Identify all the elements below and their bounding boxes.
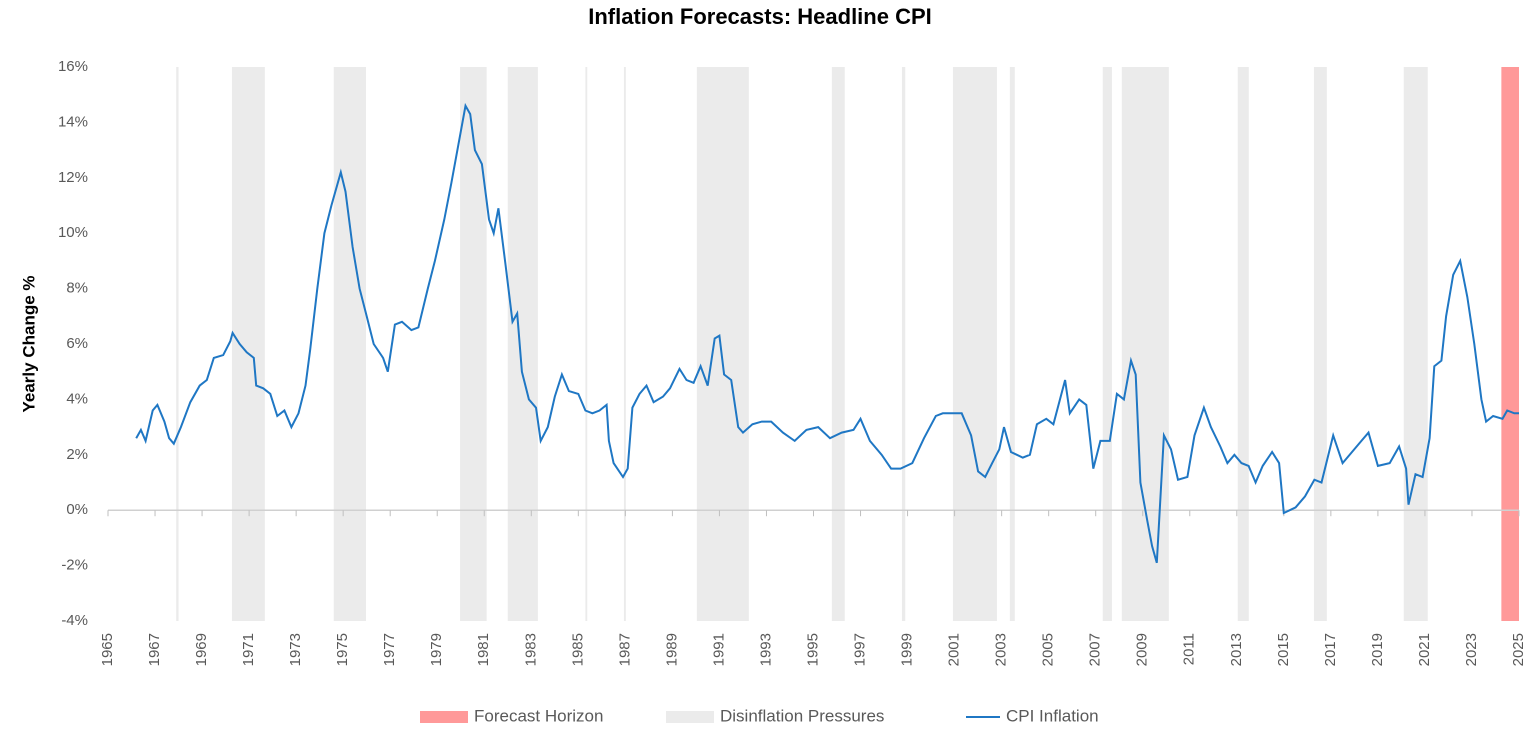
- x-tick-label: 1985: [569, 633, 586, 666]
- disinflation-band: [623, 67, 626, 621]
- x-tick-label: 1981: [475, 633, 492, 666]
- disinflation-band: [507, 67, 538, 621]
- y-tick-label: 16%: [58, 58, 88, 75]
- disinflation-band: [952, 67, 997, 621]
- legend-swatch: [666, 711, 714, 723]
- disinflation-band: [1313, 67, 1327, 621]
- x-tick-label: 1999: [899, 633, 916, 666]
- y-tick-label: 10%: [58, 224, 88, 241]
- x-tick-label: 1987: [616, 633, 633, 666]
- x-tick-label: 2011: [1181, 633, 1198, 665]
- x-tick-label: 2013: [1228, 633, 1245, 666]
- y-tick-label: 8%: [66, 280, 88, 297]
- disinflation-band: [1237, 67, 1249, 621]
- x-tick-label: 2007: [1087, 633, 1104, 666]
- x-tick-label: 1993: [757, 633, 774, 666]
- x-tick-label: 2019: [1369, 633, 1386, 666]
- x-tick-label: 1983: [522, 633, 539, 666]
- x-tick-label: 2023: [1463, 633, 1480, 666]
- y-tick-label: 6%: [66, 335, 88, 352]
- x-tick-label: 2001: [946, 633, 963, 666]
- disinflation-band: [1009, 67, 1015, 621]
- y-tick-label: 14%: [58, 113, 88, 130]
- disinflation-band: [831, 67, 845, 621]
- disinflation-band: [176, 67, 179, 621]
- legend-label: Forecast Horizon: [474, 706, 603, 725]
- x-tick-label: 1991: [710, 633, 727, 666]
- y-tick-label: 2%: [66, 446, 88, 463]
- y-tick-label: 0%: [66, 501, 88, 518]
- x-tick-label: 1971: [240, 633, 257, 666]
- x-tick-label: 1975: [334, 633, 351, 666]
- y-tick-label: 4%: [66, 390, 88, 407]
- y-tick-label: -2%: [61, 557, 88, 574]
- legend-label: Disinflation Pressures: [720, 706, 884, 725]
- chart-title: Inflation Forecasts: Headline CPI: [588, 4, 932, 29]
- cpi-line: [135, 102, 1519, 564]
- x-tick-label: 1995: [804, 633, 821, 666]
- x-tick-label: 2015: [1275, 633, 1292, 666]
- disinflation-band: [901, 67, 906, 621]
- disinflation-band: [231, 67, 265, 621]
- disinflation-band: [460, 67, 487, 621]
- x-tick-label: 2021: [1416, 633, 1433, 666]
- x-tick-label: 2009: [1134, 633, 1151, 666]
- legend-swatch: [420, 711, 468, 723]
- disinflation-band: [1121, 67, 1169, 621]
- x-tick-label: 2025: [1510, 633, 1527, 666]
- y-tick-label: 12%: [58, 169, 88, 186]
- x-tick-label: 1967: [146, 633, 163, 666]
- disinflation-band: [585, 67, 588, 621]
- y-tick-label: -4%: [61, 612, 88, 629]
- x-tick-label: 2017: [1322, 633, 1339, 666]
- legend-label: CPI Inflation: [1006, 706, 1099, 725]
- x-tick-label: 1973: [287, 633, 304, 666]
- disinflation-band: [1102, 67, 1112, 621]
- x-tick-label: 1977: [381, 633, 398, 666]
- forecast-band: [1501, 67, 1519, 621]
- disinflation-band: [1403, 67, 1428, 621]
- x-tick-label: 1979: [428, 633, 445, 666]
- y-axis-label: Yearly Change %: [19, 275, 38, 412]
- disinflation-band: [333, 67, 366, 621]
- x-tick-label: 1989: [663, 633, 680, 666]
- disinflation-band: [696, 67, 749, 621]
- x-tick-label: 2003: [993, 633, 1010, 666]
- x-tick-label: 1969: [193, 633, 210, 666]
- x-tick-label: 2005: [1040, 633, 1057, 666]
- x-tick-label: 1965: [99, 633, 116, 666]
- x-tick-label: 1997: [852, 633, 869, 666]
